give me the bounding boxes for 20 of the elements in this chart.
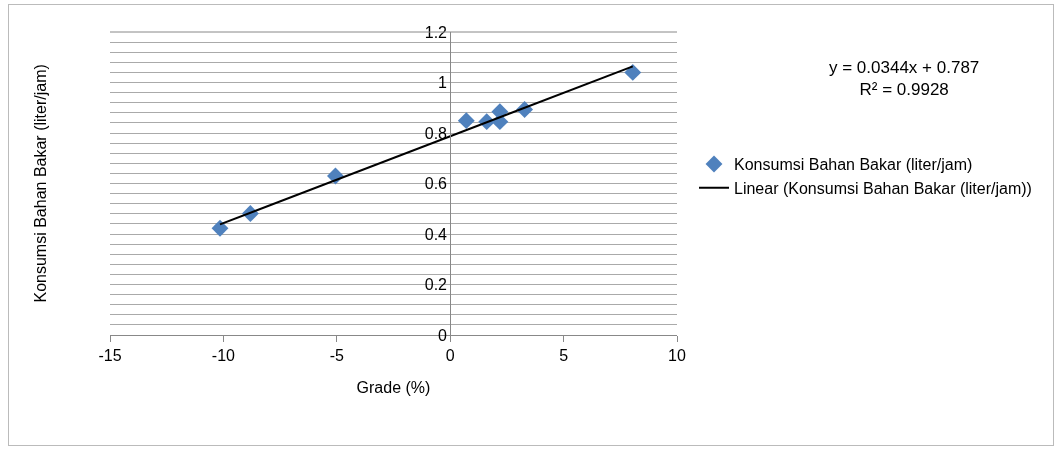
y-tick-label: 0.2: [424, 276, 448, 294]
y-axis-title: Konsumsi Bahan Bakar (liter/jam): [31, 64, 49, 303]
y-tick-label: 1: [438, 74, 448, 92]
legend-label: Linear (Konsumsi Bahan Bakar (liter/jam)): [734, 180, 1032, 198]
x-axis-title: Grade (%): [356, 379, 431, 396]
point: [211, 219, 229, 237]
x-tick-label: -15: [98, 347, 122, 365]
x-tick-label: 5: [559, 347, 569, 365]
y-tick-label: 0.8: [424, 124, 448, 142]
x-tick-label: -10: [211, 347, 236, 365]
point: [624, 63, 642, 81]
y-tick-label: 1.2: [424, 23, 448, 41]
y-tick-label: 0: [438, 326, 448, 344]
legend-label: Konsumsi Bahan Bakar (liter/jam): [734, 156, 973, 174]
point: [457, 112, 475, 130]
y-tick-label: 0.6: [424, 175, 448, 193]
x-tick-label: -5: [329, 347, 345, 365]
x-tick-label: 10: [668, 347, 686, 365]
y-tick-label: 0.4: [424, 225, 448, 243]
text: y = 0.0344x + 0.787 R² = 0.9928: [829, 58, 980, 100]
